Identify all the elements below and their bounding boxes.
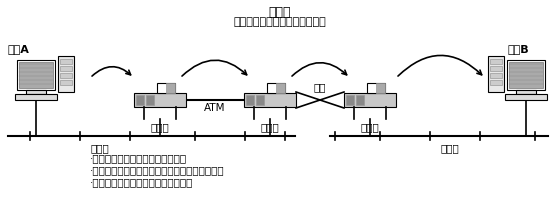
Bar	[244, 93, 296, 107]
Bar	[157, 83, 175, 93]
Bar	[505, 94, 547, 100]
Bar	[490, 59, 502, 64]
Text: 以太网: 以太网	[90, 143, 109, 153]
Text: 路由器: 路由器	[151, 122, 170, 132]
Bar	[26, 90, 46, 94]
Bar	[490, 73, 502, 78]
Text: 专线: 专线	[314, 82, 326, 92]
Bar	[256, 95, 264, 105]
Text: ·可以将分组报文发送给另一个目标路由器地址。: ·可以将分组报文发送给另一个目标路由器地址。	[90, 165, 225, 175]
Bar	[134, 93, 186, 107]
Bar	[346, 95, 354, 105]
Bar	[19, 62, 53, 88]
Text: 主机A: 主机A	[8, 44, 30, 54]
Bar	[507, 60, 545, 90]
Bar	[509, 62, 543, 88]
Bar	[15, 94, 57, 100]
Bar	[60, 73, 72, 78]
Text: 路由器: 路由器	[261, 122, 280, 132]
Bar	[60, 66, 72, 71]
Bar	[367, 83, 385, 93]
Text: ATM: ATM	[204, 103, 226, 113]
Text: 路由器: 路由器	[269, 6, 291, 19]
Text: 以太网: 以太网	[441, 143, 459, 153]
Bar	[267, 83, 285, 93]
Bar	[276, 83, 285, 93]
Bar	[516, 90, 536, 94]
Text: 路由器: 路由器	[360, 122, 379, 132]
Bar	[60, 59, 72, 64]
Bar	[146, 95, 154, 105]
Text: 主机B: 主机B	[508, 44, 530, 54]
Bar	[246, 95, 254, 105]
Text: （根据路由选择发送分组报文）: （根据路由选择发送分组报文）	[234, 17, 326, 27]
Bar	[488, 56, 504, 92]
Text: ·路由器是连接网络与网络的设备。: ·路由器是连接网络与网络的设备。	[90, 153, 187, 163]
Text: ·基本上可以连接任意两个数据链路。: ·基本上可以连接任意两个数据链路。	[90, 177, 194, 187]
Bar	[60, 80, 72, 85]
Bar	[344, 93, 396, 107]
Bar	[58, 56, 74, 92]
Bar	[490, 80, 502, 85]
Bar	[356, 95, 364, 105]
Bar	[17, 60, 55, 90]
Bar	[490, 66, 502, 71]
Bar	[376, 83, 385, 93]
Bar	[166, 83, 175, 93]
Bar	[136, 95, 144, 105]
